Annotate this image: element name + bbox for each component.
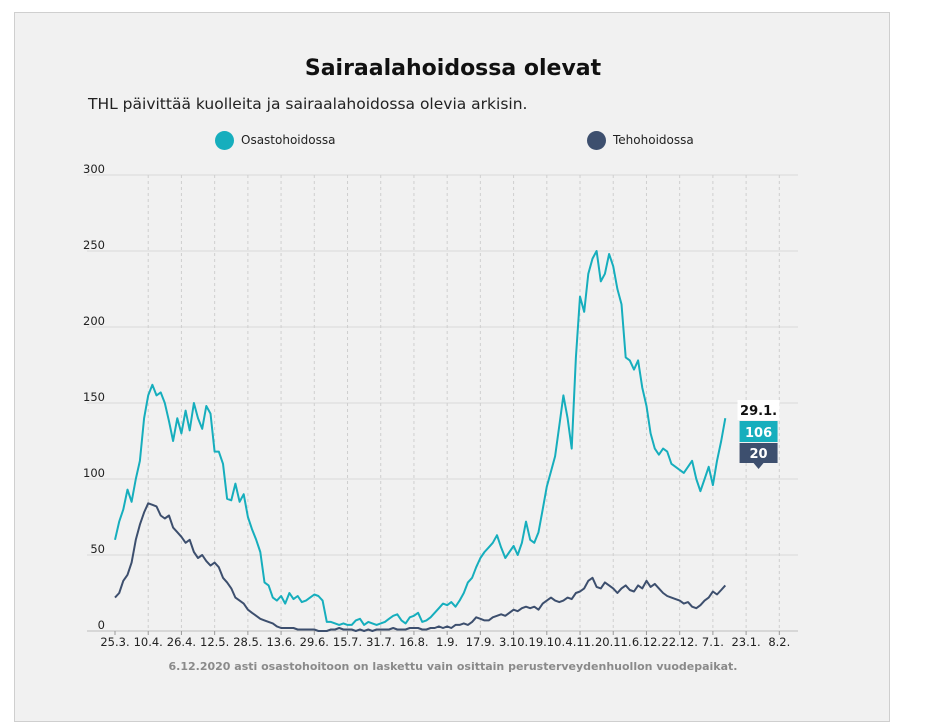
x-tick-label: 16.8.: [399, 635, 428, 649]
legend-marker-tehohoidossa: [587, 130, 606, 150]
gridlines: [87, 174, 798, 632]
x-tick-label: 17.9.: [466, 635, 495, 649]
x-tick-label: 20.11.: [595, 635, 632, 649]
chart-footnote: 6.12.2020 asti osastohoitoon on laskettu…: [168, 660, 738, 673]
y-tick-label: 200: [83, 314, 105, 328]
x-tick-label: 15.7.: [333, 635, 362, 649]
tooltip-value-tehohoidossa: 20: [750, 447, 768, 462]
tooltip-date-box: [737, 400, 780, 420]
chart-title: Sairaalahoidossa olevat: [304, 56, 602, 81]
y-tick-label: 150: [83, 390, 105, 404]
legend-label-tehohoidossa: Tehohoidossa: [613, 133, 694, 147]
tooltip: 29.1. 106 20: [737, 400, 780, 469]
series-line-tehohoidossa[interactable]: [114, 502, 727, 632]
tooltip-value-osastohoidossa: 106: [745, 426, 772, 441]
x-axis: 25.3. 10.4. 26.4. 12.5. 28.5. 13.6. 29.6. 15.7.…: [100, 631, 790, 649]
x-tick-label: 4.11.: [565, 635, 594, 649]
tooltip-date: 29.1.: [740, 404, 777, 419]
y-tick-label: 250: [83, 238, 105, 252]
legend-label-osastohoidossa: Osastohoidossa: [241, 133, 336, 147]
series-lines: [114, 250, 727, 632]
x-tick-label: 26.4.: [167, 635, 196, 649]
x-tick-label: 8.2.: [768, 635, 790, 649]
x-tick-label: 3.10.: [499, 635, 528, 649]
x-tick-label: 23.1.: [731, 635, 760, 649]
tooltip-value-box-tehohoidossa: [739, 443, 778, 463]
y-tick-label: 0: [98, 618, 105, 632]
chart-subtitle: THL päivittää kuolleita ja sairaalahoido…: [88, 95, 528, 113]
x-tick-label: 10.4.: [134, 635, 163, 649]
legend-item-tehohoidossa[interactable]: Tehohoidossa: [587, 130, 694, 150]
legend-item-osastohoidossa[interactable]: Osastohoidossa: [215, 130, 335, 150]
y-tick-label: 100: [83, 466, 105, 480]
x-tick-label: 19.10.: [529, 635, 566, 649]
x-tick-label: 1.9.: [436, 635, 458, 649]
x-tick-label: 31.7.: [366, 635, 395, 649]
series-line-osastohoidossa[interactable]: [114, 250, 727, 626]
x-tick-label: 28.5.: [233, 635, 262, 649]
y-axis: 0 50 100 150 200 250 300: [83, 162, 105, 632]
tooltip-pointer: [753, 463, 764, 469]
y-tick-label: 300: [83, 162, 105, 176]
x-tick-label: 13.6.: [266, 635, 295, 649]
x-tick-label: 22.12.: [661, 635, 698, 649]
x-tick-label: 6.12.: [632, 635, 661, 649]
x-tick-label: 25.3.: [100, 635, 129, 649]
x-tick-label: 29.6.: [300, 635, 329, 649]
tooltip-value-box-osastohoidossa: [739, 421, 778, 442]
legend-marker-osastohoidossa: [215, 130, 234, 150]
x-tick-label: 7.1.: [702, 635, 724, 649]
y-tick-label: 50: [90, 542, 105, 556]
x-tick-label: 12.5.: [200, 635, 229, 649]
